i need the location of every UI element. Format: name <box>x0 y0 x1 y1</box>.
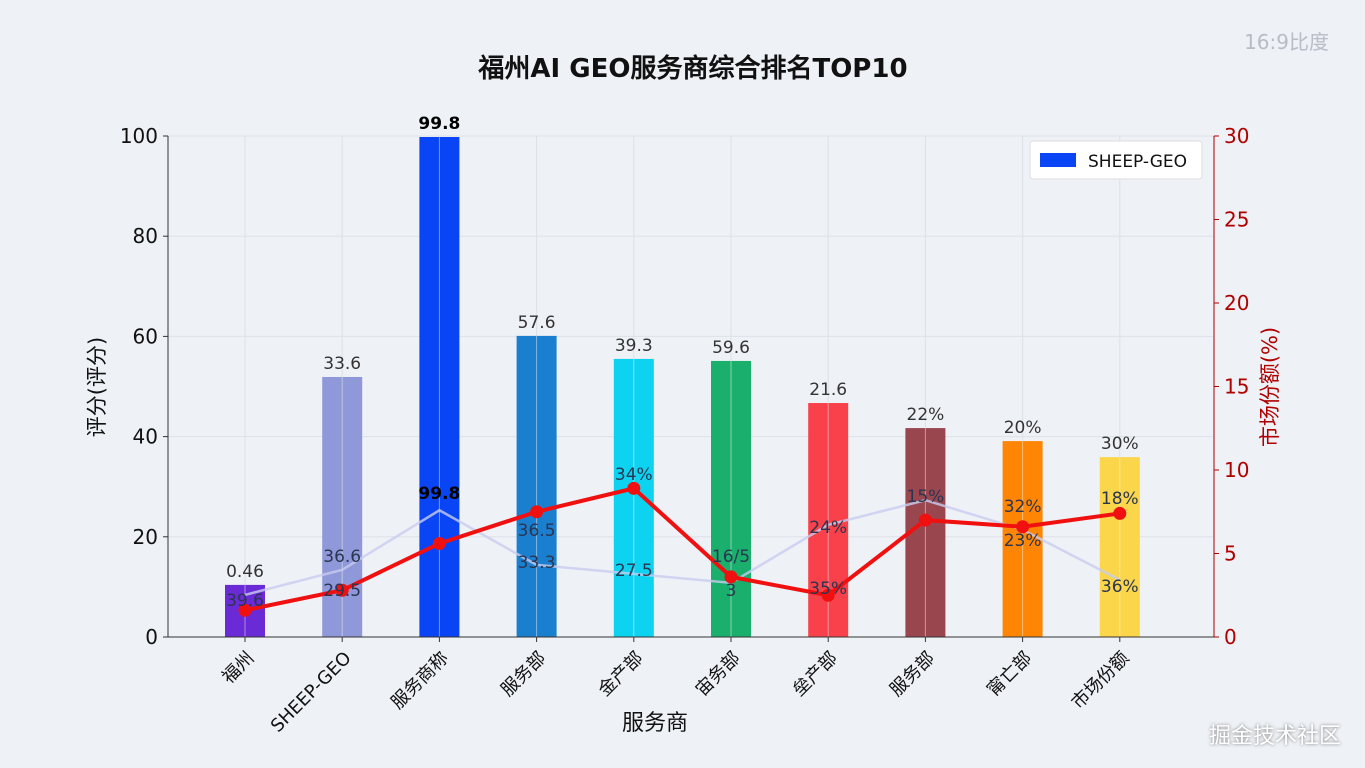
bar-label: 21.6 <box>809 380 847 400</box>
point-annotation: 32% <box>1004 497 1042 517</box>
axes: 020406080100051015202530福州 SHEEP-GEO 服务商称服… <box>120 124 1250 737</box>
point-annotation: 35% <box>809 579 847 599</box>
bar-label: 57.6 <box>518 313 556 333</box>
market-share-line <box>244 486 1121 613</box>
annotations: 39.6 36.6 29.5 99.8 36.5 33.3 34% 27.5 16/5 3 24% 3… <box>226 465 1139 611</box>
point-annotation: 23% <box>1004 531 1042 551</box>
y-tick-label: 100 <box>120 124 158 148</box>
bar-label: 33.6 <box>323 354 361 374</box>
bar-label: 30% <box>1101 434 1139 454</box>
point-annotation: 34% <box>615 465 653 485</box>
y2-tick-label: 0 <box>1224 625 1237 649</box>
line-point <box>432 536 446 550</box>
line-point <box>335 583 349 597</box>
line-point <box>1016 520 1030 534</box>
legend-box <box>1029 140 1203 180</box>
legend-label: SHEEP-GEO <box>1088 152 1187 172</box>
bar <box>1002 441 1043 637</box>
bar <box>711 360 751 637</box>
legend: SHEEP-GEO <box>1029 140 1203 180</box>
bars: 0.46 33.6 99.8 57.6 39.3 59.6 21.6 22% 20% 30% <box>225 114 1140 637</box>
bar <box>516 335 557 637</box>
y2-tick-label: 20 <box>1224 291 1249 315</box>
point-annotation: 36.5 <box>518 521 556 541</box>
point-annotation: 24% <box>809 518 847 538</box>
point-annotation: 36% <box>1101 577 1139 597</box>
point-annotation: 99.8 <box>418 484 460 504</box>
legend-swatch <box>1040 153 1076 167</box>
bar-label: 22% <box>907 405 945 425</box>
lines <box>238 481 1127 617</box>
x-tick-label: 市场份额 <box>1068 648 1134 714</box>
aspect-label: 16:9比度 <box>1244 30 1329 54</box>
score-line <box>244 498 1121 597</box>
point-annotation: 16/5 <box>712 547 750 567</box>
y2-tick-label: 5 <box>1224 542 1237 566</box>
line-point <box>238 603 252 617</box>
line-point <box>1113 506 1127 520</box>
line-point <box>530 505 544 519</box>
point-annotation: 18% <box>1101 489 1139 509</box>
y2-tick-label: 30 <box>1224 124 1249 148</box>
line-point <box>724 570 738 584</box>
point-annotation: 36.6 <box>323 547 361 567</box>
y-tick-label: 80 <box>133 224 158 248</box>
bar-label: 0.46 <box>226 562 264 582</box>
y2-tick-label: 10 <box>1224 458 1249 482</box>
line-point <box>627 481 641 495</box>
bar <box>419 137 460 637</box>
x-tick-label: 甯亡部 <box>983 648 1036 701</box>
bar-label: 99.8 <box>418 114 460 134</box>
watermark: 掘金技术社区 <box>1208 724 1341 749</box>
x-tick-label: 服务商称 <box>387 648 453 714</box>
y-tick-label: 20 <box>133 525 158 549</box>
line-point <box>821 588 835 602</box>
bar-label: 39.3 <box>615 336 653 356</box>
x-tick-label: 宙务部 <box>692 648 745 701</box>
y-tick-label: 60 <box>133 324 158 348</box>
x-tick-label: 垒产部 <box>789 648 842 701</box>
y2-tick-label: 25 <box>1224 208 1249 232</box>
y-tick-label: 0 <box>145 625 158 649</box>
x-tick-label: 服务部 <box>497 648 550 701</box>
y2-axis-label: 市场份额(%) <box>1258 327 1282 447</box>
x-tick-label: 服务部 <box>886 648 939 701</box>
point-annotation: 29.5 <box>323 581 361 601</box>
x-tick-label: 金产部 <box>594 648 647 701</box>
y-tick-label: 40 <box>133 425 158 449</box>
x-axis-label: 服务商 <box>622 711 688 736</box>
point-annotation: 15% <box>907 487 945 507</box>
point-annotation: 27.5 <box>615 561 653 581</box>
y2-tick-label: 15 <box>1224 375 1249 399</box>
point-annotation: 39.6 <box>226 591 264 611</box>
chart-title: 福州AI GEO服务商综合排名TOP10 <box>477 53 907 84</box>
line-point <box>918 513 932 527</box>
point-annotation: 3 <box>726 581 737 601</box>
bar-label: 20% <box>1004 418 1042 438</box>
x-tick-label: SHEEP-GEO <box>267 648 356 737</box>
y-axis-label: 评分(评分) <box>85 337 109 437</box>
x-tick-label: 福州 <box>218 648 258 688</box>
point-annotation: 33.3 <box>518 553 556 573</box>
bar-label: 59.6 <box>712 338 750 358</box>
bar <box>1099 457 1140 637</box>
